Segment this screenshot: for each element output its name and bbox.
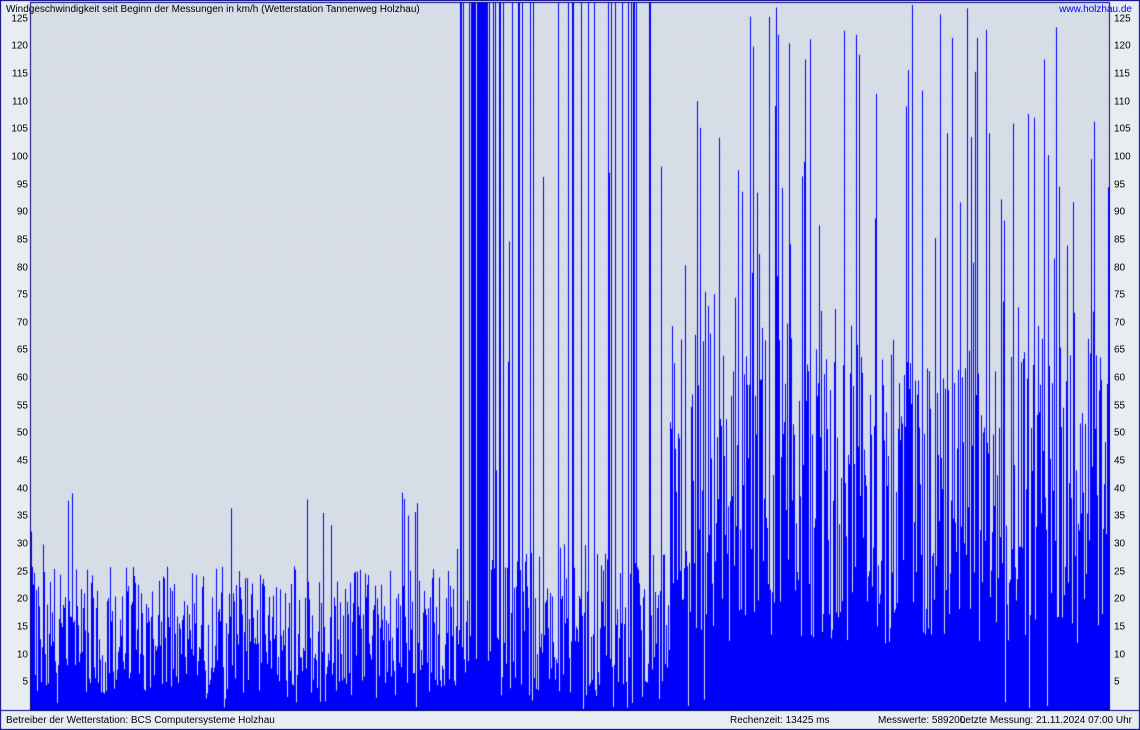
y-tick-label: 10 xyxy=(17,649,28,660)
footer-operator: Betreiber der Wetterstation: BCS Compute… xyxy=(6,715,275,726)
y-tick-label: 45 xyxy=(17,456,28,467)
y-tick-label: 15 xyxy=(17,622,28,633)
y-tick-label: 110 xyxy=(1114,96,1130,107)
y-tick-label: 85 xyxy=(1114,234,1125,245)
y-tick-label: 70 xyxy=(17,317,28,328)
y-tick-label: 40 xyxy=(1114,483,1125,494)
y-tick-label: 30 xyxy=(1114,539,1125,550)
y-tick-label: 75 xyxy=(17,290,28,301)
y-tick-label: 65 xyxy=(1114,345,1125,356)
y-tick-label: 105 xyxy=(11,124,28,135)
footer-compute-time: Rechenzeit: 13425 ms xyxy=(730,715,830,726)
y-tick-label: 5 xyxy=(22,677,28,688)
y-tick-label: 20 xyxy=(17,594,28,605)
footer-last-reading: Letzte Messung: 21.11.2024 07:00 Uhr xyxy=(960,715,1132,726)
y-tick-label: 50 xyxy=(17,428,28,439)
y-tick-label: 60 xyxy=(1114,373,1125,384)
y-tick-label: 25 xyxy=(1114,566,1125,577)
y-tick-label: 95 xyxy=(1114,179,1125,190)
y-tick-label: 25 xyxy=(17,566,28,577)
y-tick-label: 115 xyxy=(12,68,28,79)
y-tick-label: 120 xyxy=(11,41,28,52)
chart-canvas xyxy=(0,0,1140,730)
y-tick-label: 90 xyxy=(17,207,28,218)
y-tick-label: 80 xyxy=(1114,262,1125,273)
y-tick-label: 125 xyxy=(11,13,28,24)
y-tick-label: 15 xyxy=(1114,622,1125,633)
y-tick-label: 80 xyxy=(17,262,28,273)
y-tick-label: 100 xyxy=(11,151,28,162)
y-tick-label: 45 xyxy=(1114,456,1125,467)
y-tick-label: 60 xyxy=(17,373,28,384)
y-tick-label: 105 xyxy=(1114,124,1131,135)
y-tick-label: 35 xyxy=(17,511,28,522)
y-tick-label: 120 xyxy=(1114,41,1131,52)
y-tick-label: 40 xyxy=(17,483,28,494)
y-tick-label: 70 xyxy=(1114,317,1125,328)
y-tick-label: 30 xyxy=(17,539,28,550)
y-tick-label: 100 xyxy=(1114,151,1131,162)
y-tick-label: 110 xyxy=(12,96,28,107)
y-tick-label: 55 xyxy=(17,400,28,411)
y-tick-label: 10 xyxy=(1114,649,1125,660)
y-tick-label: 20 xyxy=(1114,594,1125,605)
y-tick-label: 55 xyxy=(1114,400,1125,411)
y-tick-label: 95 xyxy=(17,179,28,190)
y-tick-label: 50 xyxy=(1114,428,1125,439)
y-tick-label: 65 xyxy=(17,345,28,356)
y-tick-label: 35 xyxy=(1114,511,1125,522)
wind-speed-chart: Windgeschwindigkeit seit Beginn der Mess… xyxy=(0,0,1140,730)
y-tick-label: 85 xyxy=(17,234,28,245)
y-tick-label: 5 xyxy=(1114,677,1120,688)
y-tick-label: 125 xyxy=(1114,13,1131,24)
footer-values: Messwerte: 589200 xyxy=(878,715,965,726)
chart-title: Windgeschwindigkeit seit Beginn der Mess… xyxy=(6,4,420,15)
y-tick-label: 90 xyxy=(1114,207,1125,218)
y-tick-label: 115 xyxy=(1114,68,1130,79)
y-tick-label: 75 xyxy=(1114,290,1125,301)
